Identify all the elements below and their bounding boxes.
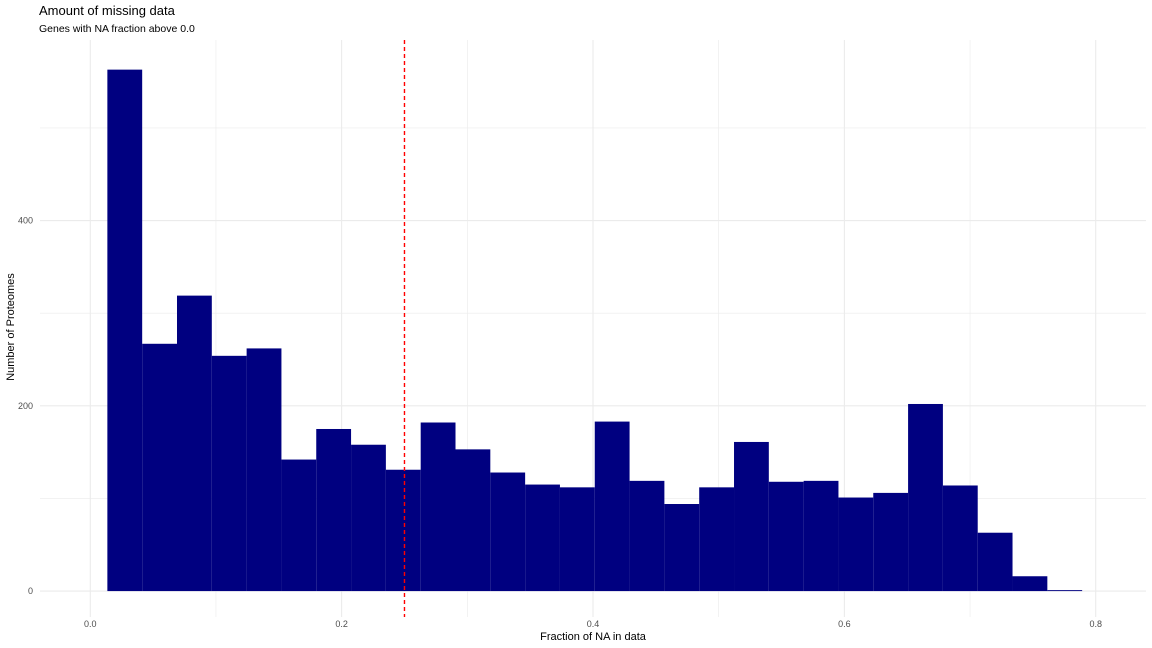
histogram-bar-3: [176, 295, 212, 592]
histogram-bar-11: [455, 449, 491, 592]
histogram-bar-1: [107, 69, 143, 592]
histogram-bar-18: [699, 487, 735, 592]
y-tick-label: 0: [28, 586, 33, 596]
histogram-bar-14: [559, 487, 595, 592]
histogram-bar-12: [490, 472, 526, 592]
x-tick-label: 0.2: [335, 619, 348, 629]
histogram-bar-25: [942, 485, 978, 592]
histogram-bar-7: [316, 428, 352, 592]
histogram-bar-28: [1047, 590, 1083, 592]
tick-labels-layer: 0.0 0.2 0.4 0.6 0.8 0 200 400: [18, 216, 1102, 629]
y-tick-label: 200: [18, 401, 33, 411]
histogram-bar-27: [1012, 576, 1048, 592]
histogram-bar-22: [838, 497, 874, 592]
histogram-bar-26: [977, 532, 1013, 592]
y-axis-title: Number of Proteomes: [5, 273, 17, 381]
histogram-bar-5: [246, 348, 282, 592]
x-tick-label: 0.0: [84, 619, 97, 629]
x-tick-label: 0.4: [587, 619, 600, 629]
chart-subtitle: Genes with NA fraction above 0.0: [39, 23, 195, 35]
x-axis-title: Fraction of NA in data: [540, 631, 647, 643]
histogram-bar-17: [664, 504, 700, 592]
histogram-bar-15: [594, 421, 630, 592]
x-tick-label: 0.8: [1089, 619, 1102, 629]
histogram-bar-6: [281, 459, 317, 592]
x-tick-label: 0.6: [838, 619, 851, 629]
bars-layer: [107, 69, 1083, 592]
y-tick-label: 400: [18, 216, 33, 226]
chart-title: Amount of missing data: [39, 3, 176, 18]
histogram-bar-4: [211, 355, 247, 592]
histogram-bar-9: [385, 469, 421, 592]
histogram-bar-23: [873, 492, 909, 592]
histogram-bar-10: [420, 422, 456, 592]
histogram-bar-24: [908, 403, 943, 592]
histogram-bar-8: [351, 444, 386, 592]
histogram-bar-19: [734, 441, 769, 592]
histogram-bar-13: [525, 484, 560, 592]
histogram-bar-20: [768, 481, 804, 592]
histogram-bar-16: [629, 480, 665, 592]
histogram-bar-2: [142, 343, 177, 592]
histogram-bar-21: [803, 480, 839, 592]
